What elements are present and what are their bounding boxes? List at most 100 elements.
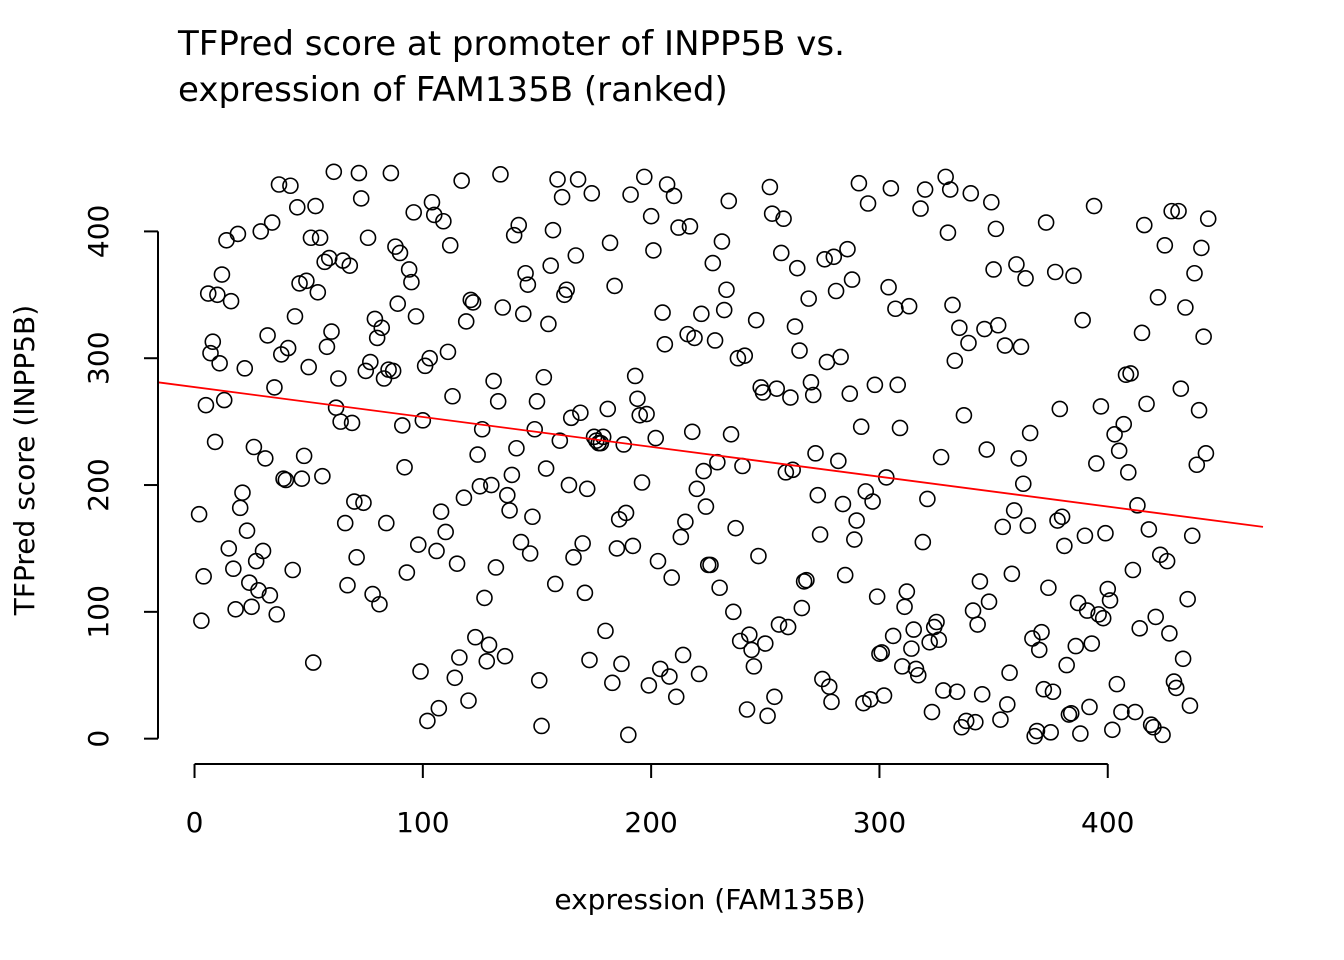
data-point <box>1021 424 1039 442</box>
data-point <box>1037 214 1055 231</box>
x-tick-label: 100 <box>396 806 449 839</box>
data-point <box>898 583 916 600</box>
data-point <box>229 225 247 243</box>
data-point <box>686 329 703 347</box>
data-point <box>1090 606 1107 623</box>
y-tick-label: 400 <box>82 205 115 258</box>
data-point <box>215 391 233 409</box>
data-point <box>304 654 322 671</box>
data-point <box>597 622 614 640</box>
data-point <box>604 674 621 692</box>
data-point <box>332 413 349 430</box>
data-point <box>199 285 217 302</box>
data-point <box>843 271 861 288</box>
data-point <box>702 556 719 574</box>
data-point <box>809 486 827 504</box>
data-point <box>455 489 473 507</box>
data-point <box>852 418 870 436</box>
data-point <box>371 595 388 613</box>
data-point <box>316 253 333 271</box>
data-point <box>451 649 468 666</box>
data-point <box>1115 415 1133 433</box>
data-point <box>642 207 660 225</box>
data-point <box>996 337 1014 354</box>
data-point <box>441 237 459 254</box>
data-point <box>866 376 884 394</box>
data-point <box>784 461 801 479</box>
data-point <box>1193 239 1210 257</box>
data-point <box>298 272 315 290</box>
data-point <box>245 438 263 456</box>
data-point <box>670 219 687 236</box>
data-point <box>1190 401 1208 419</box>
data-point <box>206 433 224 451</box>
data-point <box>560 476 578 494</box>
data-point <box>731 632 749 650</box>
data-point <box>336 514 354 532</box>
data-point <box>816 251 833 268</box>
data-point <box>768 380 786 397</box>
data-point <box>859 195 877 212</box>
data-point <box>1053 508 1071 526</box>
data-point <box>1014 475 1032 493</box>
data-point <box>1062 704 1080 722</box>
data-point <box>873 644 891 661</box>
data-point <box>704 254 722 272</box>
data-point <box>284 561 302 579</box>
data-point <box>633 474 651 491</box>
data-point <box>980 593 998 611</box>
data-point <box>514 305 532 323</box>
data-point <box>437 523 454 541</box>
data-point <box>661 668 678 685</box>
data-point <box>261 587 279 604</box>
data-point <box>654 304 671 321</box>
data-point <box>473 420 491 438</box>
data-point <box>467 628 484 646</box>
data-point <box>1040 579 1057 597</box>
data-point <box>695 462 712 480</box>
data-point <box>480 636 498 654</box>
data-point <box>663 569 680 586</box>
data-point <box>295 447 313 465</box>
data-point <box>268 606 286 623</box>
data-point <box>1072 725 1089 742</box>
data-point <box>407 308 425 325</box>
data-point <box>238 522 256 539</box>
data-point <box>412 663 429 680</box>
data-point <box>649 552 667 570</box>
data-point <box>841 385 859 403</box>
data-point <box>576 584 594 602</box>
data-point <box>754 384 772 401</box>
data-point <box>1163 202 1180 220</box>
data-point <box>706 332 724 349</box>
data-point <box>503 466 521 484</box>
data-point <box>569 171 587 188</box>
data-point <box>243 598 260 616</box>
data-point <box>325 163 343 181</box>
data-point <box>1174 650 1192 668</box>
data-point <box>1008 256 1025 273</box>
data-point <box>868 588 886 605</box>
data-point <box>282 177 299 195</box>
data-point <box>912 200 929 217</box>
data-point <box>578 480 596 498</box>
data-point <box>1076 527 1094 545</box>
data-point <box>549 171 566 188</box>
data-point <box>626 367 644 385</box>
data-point <box>562 409 580 427</box>
data-point <box>327 399 345 416</box>
data-point <box>396 458 413 476</box>
data-point <box>839 240 856 258</box>
data-point <box>791 342 808 359</box>
data-point <box>1005 502 1023 519</box>
data-point <box>750 547 767 565</box>
data-point <box>1172 380 1190 397</box>
data-point <box>234 484 251 501</box>
data-point <box>900 297 918 315</box>
data-point <box>1147 608 1164 626</box>
data-point <box>722 426 740 443</box>
data-point <box>967 713 984 731</box>
data-point <box>352 190 370 207</box>
data-point <box>1017 270 1034 287</box>
